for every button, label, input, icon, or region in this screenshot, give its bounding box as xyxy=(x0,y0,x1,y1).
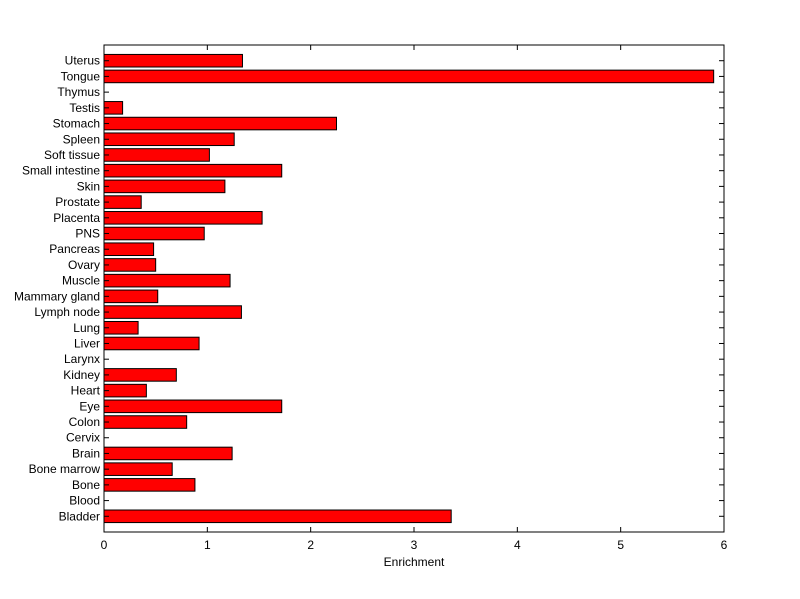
bar-stomach xyxy=(103,116,337,131)
y-tick-label: Eye xyxy=(79,399,100,413)
bar-small-intestine xyxy=(103,163,283,178)
y-tick-label: Thymus xyxy=(57,85,100,99)
x-tick-label: 0 xyxy=(101,538,108,552)
y-tick-label: Tongue xyxy=(61,69,101,83)
bar-bone-marrow xyxy=(103,462,173,476)
x-tick-label: 2 xyxy=(307,538,314,552)
bar-tongue xyxy=(103,69,715,84)
bar-muscle xyxy=(103,273,231,288)
y-tick-label: Bone marrow xyxy=(29,462,101,476)
y-tick-label: Heart xyxy=(71,384,101,398)
bar-lymph-node xyxy=(103,305,242,319)
y-tick-label: Blood xyxy=(69,494,100,508)
plot-area-frame xyxy=(103,44,725,533)
ticks-group xyxy=(103,45,725,532)
y-tick-label: Uterus xyxy=(65,54,100,68)
y-tick-label: Ovary xyxy=(68,258,100,272)
x-tick-label: 3 xyxy=(411,538,418,552)
bar-mammary-gland xyxy=(103,289,159,304)
bar-brain xyxy=(103,446,233,461)
y-tick-label: Brain xyxy=(72,446,100,460)
y-tick-label: Soft tissue xyxy=(44,148,100,162)
y-tick-label: Cervix xyxy=(66,431,100,445)
bar-lung xyxy=(103,320,139,335)
y-tick-label: Pancreas xyxy=(49,242,100,256)
y-tick-label: Stomach xyxy=(53,117,100,131)
y-tick-label: PNS xyxy=(75,227,100,241)
bar-kidney xyxy=(103,368,177,382)
bar-placenta xyxy=(103,211,263,225)
x-tick-label: 5 xyxy=(617,538,624,552)
x-tick-label: 4 xyxy=(514,538,521,552)
bars-group xyxy=(103,53,715,524)
bar-pancreas xyxy=(103,242,155,257)
y-tick-label: Prostate xyxy=(55,195,100,209)
y-tick-label: Bone xyxy=(72,478,100,492)
y-tick-label: Larynx xyxy=(64,352,100,366)
y-tick-label: Spleen xyxy=(63,132,100,146)
bar-spleen xyxy=(103,132,235,147)
y-tick-label: Testis xyxy=(69,101,100,115)
y-tick-label: Muscle xyxy=(62,274,100,288)
bar-uterus xyxy=(103,53,243,68)
x-axis-label: Enrichment xyxy=(384,555,445,569)
bar-prostate xyxy=(103,195,142,209)
y-tick-label: Kidney xyxy=(63,368,100,382)
y-tick-label: Mammary gland xyxy=(14,289,100,303)
y-tick-label: Lymph node xyxy=(34,305,100,319)
bar-liver xyxy=(103,336,200,351)
x-tick-label: 1 xyxy=(204,538,211,552)
y-tick-label: Bladder xyxy=(59,509,100,523)
y-tick-label: Liver xyxy=(74,336,100,350)
y-tick-label: Small intestine xyxy=(22,164,100,178)
y-tick-label: Placenta xyxy=(53,211,100,225)
bar-eye xyxy=(103,399,283,414)
bar-ovary xyxy=(103,258,157,272)
x-tick-label: 6 xyxy=(721,538,728,552)
bar-colon xyxy=(103,415,188,429)
bar-heart xyxy=(103,383,147,398)
bar-pns xyxy=(103,226,205,241)
y-tick-label: Lung xyxy=(73,321,100,335)
bar-bladder xyxy=(103,509,452,524)
bar-soft-tissue xyxy=(103,148,210,162)
y-tick-label: Skin xyxy=(77,179,100,193)
bar-skin xyxy=(103,179,226,194)
bar-bone xyxy=(103,478,196,492)
y-tick-label: Colon xyxy=(69,415,100,429)
